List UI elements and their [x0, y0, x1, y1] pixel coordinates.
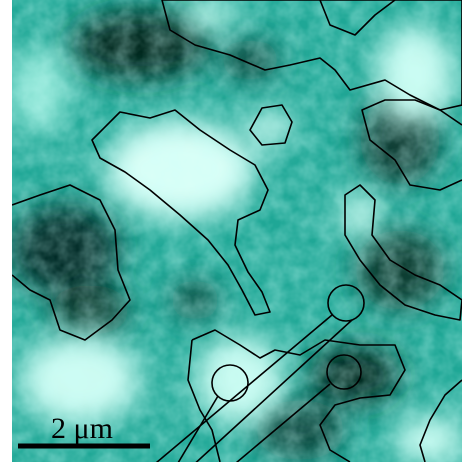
scale-bar-label: 2 μm [51, 412, 113, 445]
image-area [10, 0, 465, 468]
page: 2 μm (() => { const data = JSON.parse(do… [0, 0, 470, 468]
micrograph: 2 μm [0, 0, 470, 468]
